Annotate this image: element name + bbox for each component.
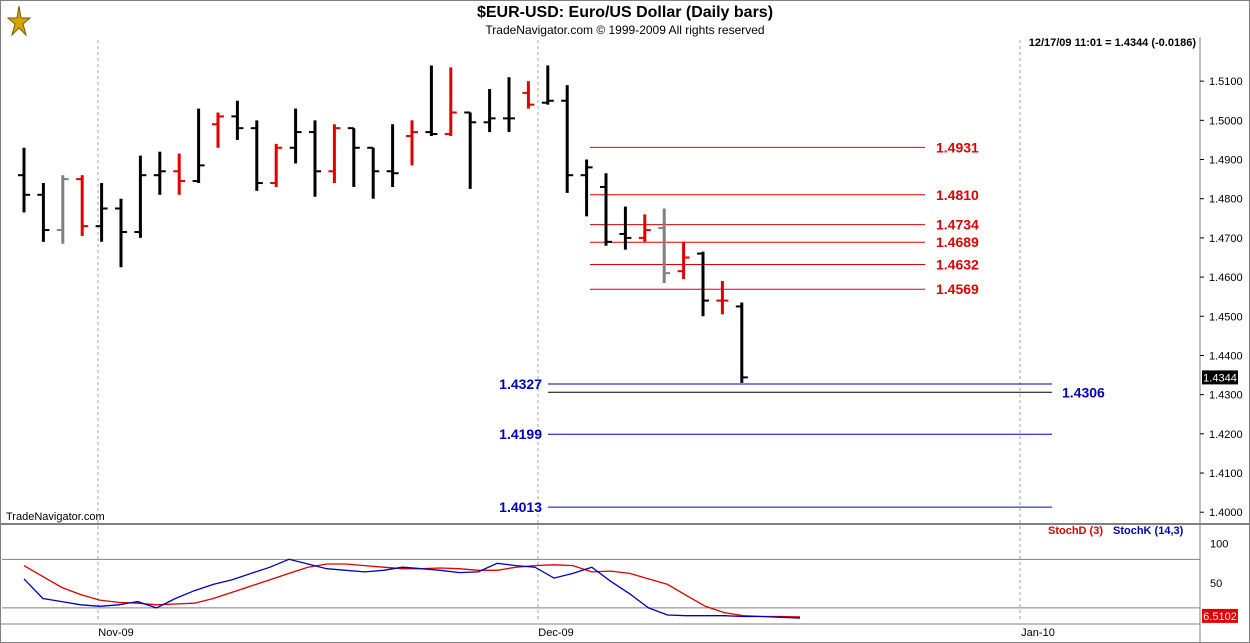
support-label: 1.4013 (499, 499, 542, 515)
last-price-label: 1.4344 (1203, 372, 1237, 384)
tradenavigator-logo-icon (6, 5, 32, 37)
support-label: 1.4199 (499, 426, 542, 442)
y-tick-label: 1.4600 (1209, 272, 1243, 284)
stoch-d-legend: StochD (3) (1048, 525, 1103, 537)
x-tick-label: Nov-09 (98, 627, 133, 639)
support-label: 1.4306 (1062, 384, 1105, 400)
last-price-box (1202, 370, 1238, 385)
stoch-tick-label: 100 (1210, 539, 1228, 551)
last-quote: 12/17/09 11:01 = 1.4344 (-0.0186) (1028, 37, 1196, 49)
resistance-label: 1.4810 (936, 187, 979, 203)
stoch-k-line (23, 558, 801, 619)
chart-subtitle: TradeNavigator.com © 1999-2009 All right… (485, 23, 765, 37)
stoch-d-line (23, 563, 801, 618)
y-tick-label: 1.4200 (1209, 429, 1243, 441)
y-tick-label: 1.4500 (1209, 311, 1243, 323)
stoch-k-legend: StochK (14,3) (1113, 525, 1184, 537)
y-tick-label: 1.4300 (1209, 390, 1243, 402)
y-tick-label: 1.4100 (1209, 468, 1243, 480)
y-tick-label: 1.4400 (1209, 350, 1243, 362)
y-tick-label: 1.4000 (1209, 507, 1243, 519)
resistance-label: 1.4931 (936, 139, 979, 155)
stoch-tick-label: 50 (1210, 578, 1222, 590)
y-tick-label: 1.5100 (1209, 76, 1243, 88)
y-tick-label: 1.4900 (1209, 155, 1243, 167)
chart-title: $EUR-USD: Euro/US Dollar (Daily bars) (476, 4, 774, 21)
x-tick-label: Dec-09 (538, 627, 573, 639)
brand-watermark: TradeNavigator.com (6, 511, 105, 523)
y-tick-label: 1.5000 (1209, 115, 1243, 127)
resistance-label: 1.4569 (936, 281, 979, 297)
y-tick-label: 1.4800 (1209, 194, 1243, 206)
resistance-label: 1.4734 (936, 217, 979, 233)
resistance-label: 1.4632 (936, 257, 979, 273)
y-tick-label: 1.4700 (1209, 233, 1243, 245)
resistance-label: 1.4689 (936, 234, 979, 250)
support-label: 1.4327 (499, 376, 542, 392)
stoch-value-label: 6.5102 (1203, 611, 1237, 623)
x-tick-label: Jan-10 (1021, 627, 1055, 639)
stoch-value-box (1202, 608, 1238, 623)
